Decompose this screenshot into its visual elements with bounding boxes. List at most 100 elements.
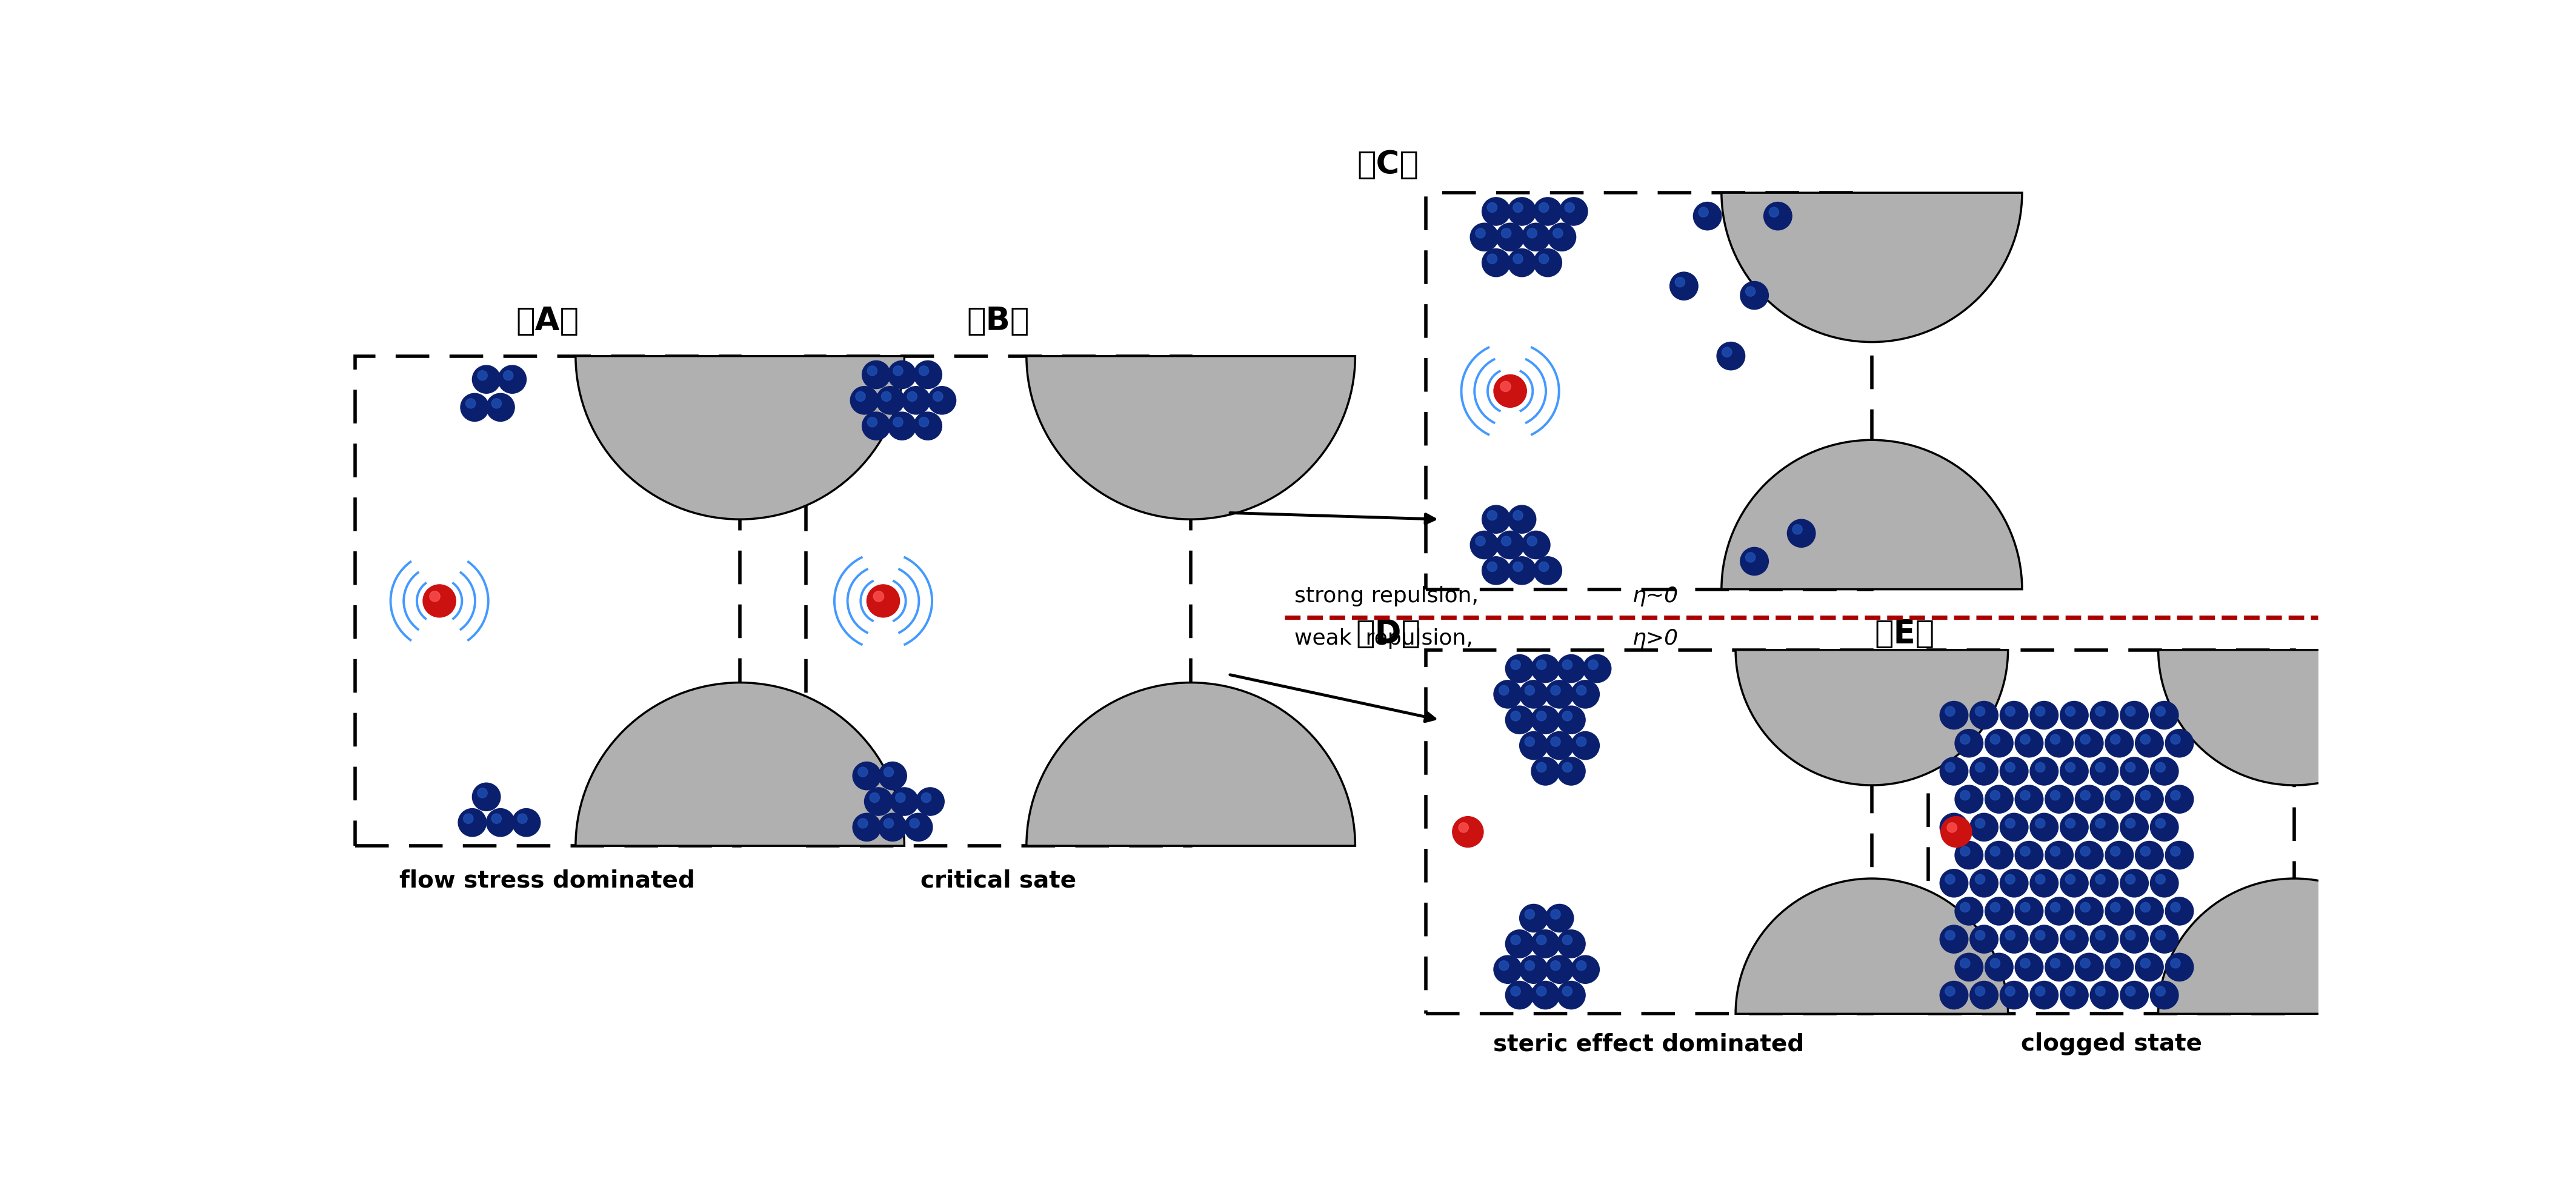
Circle shape [2089,814,2117,841]
Circle shape [2156,762,2166,772]
Circle shape [1504,655,1533,683]
Circle shape [1533,557,1561,584]
Circle shape [1538,203,1548,213]
Circle shape [2076,841,2105,869]
Circle shape [1556,655,1584,683]
Circle shape [2110,958,2120,968]
Circle shape [1486,561,1497,572]
Circle shape [1960,846,1971,856]
Circle shape [1741,547,1770,576]
Circle shape [2061,926,2089,953]
Circle shape [2094,987,2105,996]
Circle shape [1940,926,1968,953]
Circle shape [853,814,881,841]
Circle shape [2035,874,2045,885]
Circle shape [1945,707,1955,716]
Circle shape [1991,734,1999,744]
Circle shape [2020,846,2030,856]
Circle shape [920,417,930,427]
Circle shape [1976,707,1986,716]
Circle shape [1507,505,1535,534]
Circle shape [2020,903,2030,912]
Circle shape [1960,791,1971,801]
Circle shape [1960,734,1971,744]
Circle shape [1551,960,1561,970]
Circle shape [2004,819,2014,828]
Circle shape [2094,819,2105,828]
Circle shape [2076,730,2105,757]
Circle shape [878,814,907,841]
Circle shape [2045,785,2074,814]
Circle shape [1499,381,1510,392]
Text: η>0: η>0 [1633,627,1680,649]
Circle shape [2120,814,2148,841]
Circle shape [2050,734,2061,744]
Circle shape [868,417,878,427]
Circle shape [2004,762,2014,772]
Circle shape [2110,846,2120,856]
Circle shape [2172,903,2179,912]
Circle shape [2066,930,2076,940]
Circle shape [1999,981,2027,1010]
FancyBboxPatch shape [1425,650,1873,1013]
Circle shape [1561,987,1571,996]
Circle shape [2061,981,2089,1010]
Circle shape [2094,762,2105,772]
Circle shape [477,370,487,380]
Circle shape [1991,846,1999,856]
Wedge shape [1025,683,1355,846]
Text: strong repulsion,: strong repulsion, [1293,587,1486,607]
Circle shape [1497,531,1525,559]
Circle shape [1945,874,1955,885]
Circle shape [461,393,489,422]
Circle shape [1971,701,1999,730]
Circle shape [1561,660,1571,670]
Circle shape [889,361,917,388]
Circle shape [2030,869,2058,897]
Circle shape [466,399,477,409]
Circle shape [2156,987,2166,996]
Circle shape [2151,757,2179,785]
Circle shape [1476,536,1486,546]
Circle shape [2136,730,2164,757]
Circle shape [1510,660,1520,670]
Circle shape [2094,874,2105,885]
Circle shape [1976,930,1986,940]
Circle shape [902,386,930,415]
Circle shape [1453,816,1484,847]
Circle shape [1571,732,1600,760]
Circle shape [2066,874,2076,885]
Circle shape [1528,536,1538,546]
Text: （B）: （B） [966,305,1030,337]
Circle shape [2081,791,2089,801]
Circle shape [933,392,943,401]
Circle shape [927,386,956,415]
Circle shape [2030,757,2058,785]
Circle shape [866,584,899,618]
FancyBboxPatch shape [806,356,1190,846]
Circle shape [1494,956,1522,983]
Text: weak  repulsion,: weak repulsion, [1293,627,1479,649]
Circle shape [1512,561,1522,572]
Circle shape [1494,375,1528,407]
Circle shape [2105,785,2133,814]
Circle shape [1971,869,1999,897]
Circle shape [2125,930,2136,940]
Circle shape [1999,869,2027,897]
Text: flow stress dominated: flow stress dominated [399,869,696,892]
Circle shape [1507,249,1535,276]
Circle shape [2030,701,2058,730]
Circle shape [1530,757,1558,785]
Circle shape [1546,732,1574,760]
Circle shape [1486,203,1497,213]
Circle shape [1535,712,1546,721]
Circle shape [1528,228,1538,238]
Circle shape [2151,981,2179,1010]
Circle shape [1510,935,1520,945]
Circle shape [1471,531,1499,559]
Circle shape [2004,930,2014,940]
Circle shape [2172,791,2179,801]
Circle shape [2076,953,2105,981]
Circle shape [2020,958,2030,968]
Circle shape [2014,730,2043,757]
